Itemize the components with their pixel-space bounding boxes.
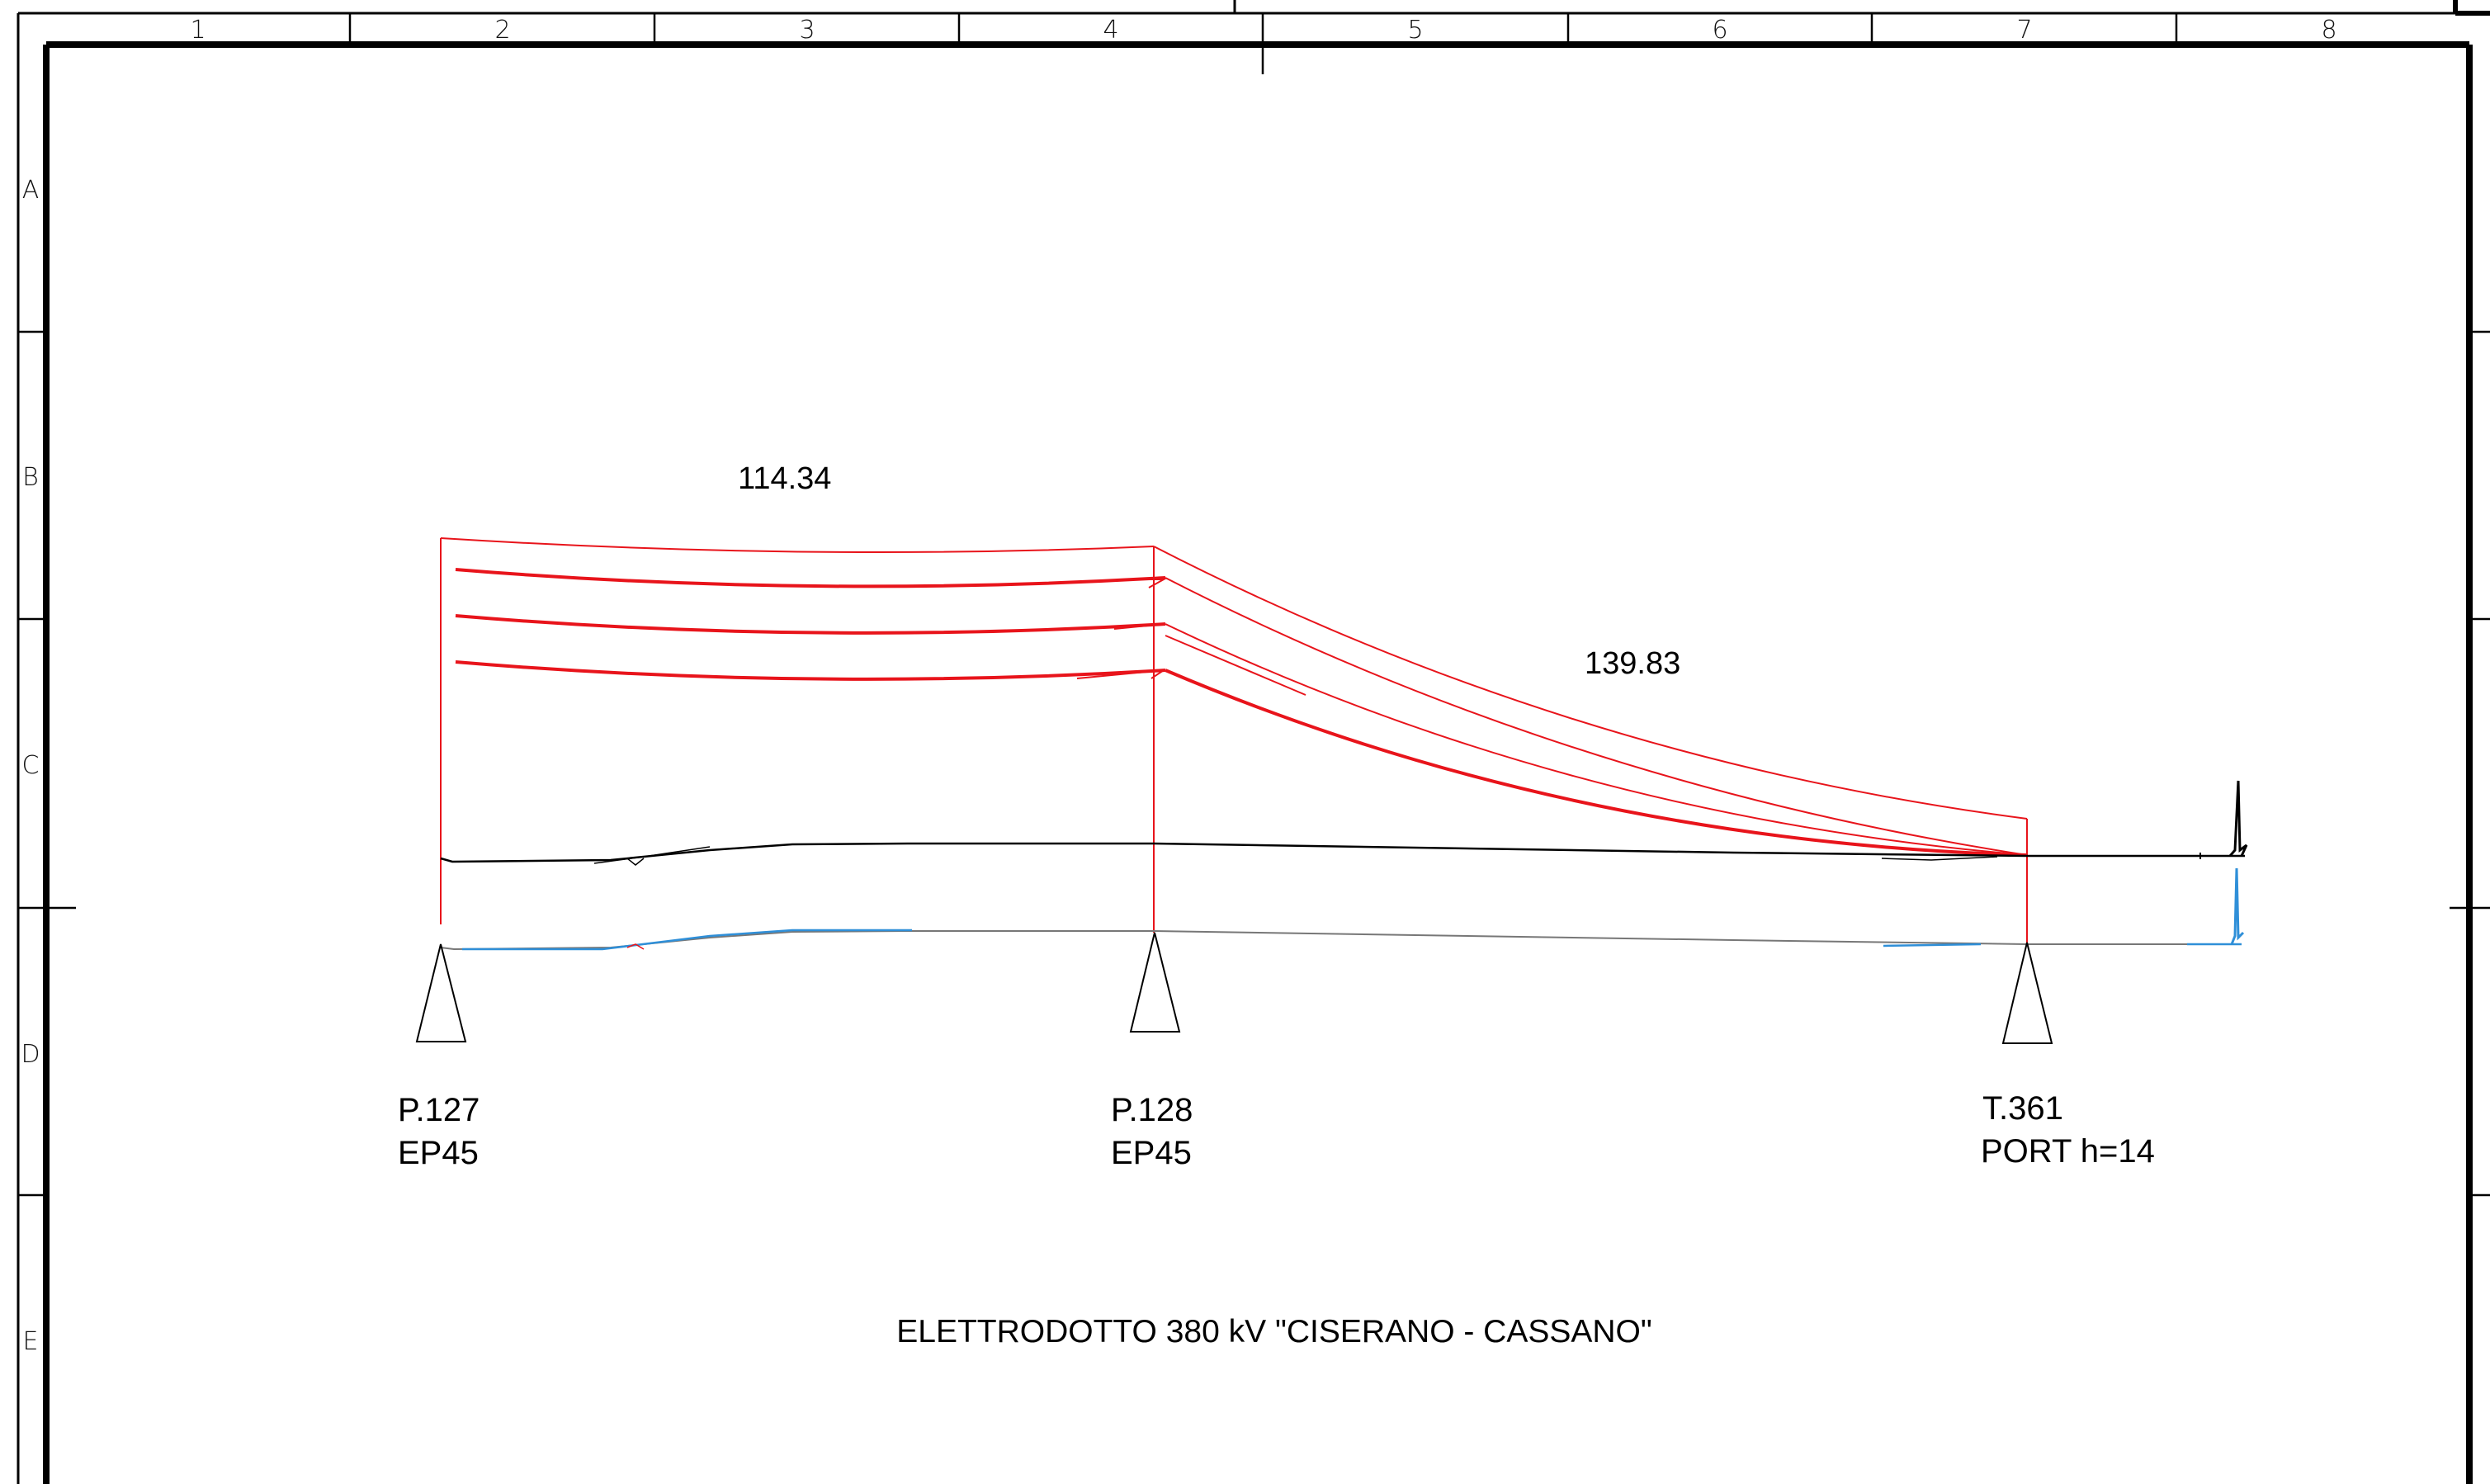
support-id: T.361 [1982, 1090, 2063, 1127]
span-length-label: 139.83 [1585, 646, 1680, 681]
conductor-span2-phase3 [1165, 669, 2028, 857]
ground-profile [440, 780, 2248, 866]
terrain-line-blue-spike [2230, 867, 2245, 945]
support-triangle-p128 [1129, 932, 1181, 1033]
span-length-label: 114.34 [738, 461, 831, 496]
support-type: EP45 [1111, 1135, 1192, 1171]
support-id: P.127 [398, 1092, 480, 1128]
column-label: 7 [2016, 16, 2032, 45]
conductor-span1-phase1 [455, 568, 1166, 588]
terrain-line-grey [440, 930, 2242, 951]
conductor-envelope-span1 [440, 537, 1155, 554]
support-triangle-p127 [415, 943, 467, 1042]
row-label: A [22, 176, 40, 205]
conductor-span2-stub [1165, 635, 1306, 696]
support-type: PORT h=14 [1981, 1133, 2155, 1170]
column-label: 6 [1712, 16, 1727, 45]
row-label: C [22, 751, 40, 780]
conductor-span2-phase1 [1165, 577, 2028, 856]
conductor-envelope-span2 [1153, 546, 2028, 820]
column-label: 4 [1103, 16, 1118, 45]
drawing-frame: 1 2 3 4 5 6 7 8 A B C D E [17, 0, 2490, 1484]
terrain-line [440, 867, 2245, 951]
column-labels: 1 2 3 4 5 6 7 8 [190, 16, 2336, 45]
row-labels: A B C D E [21, 176, 40, 1356]
conductor-lines [440, 537, 2028, 943]
row-label: B [22, 463, 39, 492]
column-label: 3 [799, 16, 815, 45]
ground-profile-end-spike [2228, 780, 2248, 857]
column-label: 8 [2321, 16, 2336, 45]
row-separators [18, 330, 2490, 1197]
support-symbols [415, 932, 2053, 1044]
row-label: D [21, 1040, 40, 1069]
conductor-span1-phase2 [455, 614, 1166, 635]
column-separators [348, 13, 2178, 74]
support-label-t361: T.361 PORT h=14 [1981, 1090, 2155, 1170]
ground-profile-detail [593, 846, 1998, 866]
row-label: E [23, 1327, 39, 1356]
conductor-span1-phase3 [455, 660, 1166, 681]
support-id: P.128 [1111, 1092, 1193, 1128]
support-triangle-t361 [2001, 942, 2053, 1044]
column-label: 5 [1407, 16, 1423, 45]
terrain-line-blue-left [462, 929, 912, 951]
terrain-detail-red [626, 943, 645, 950]
support-type: EP45 [398, 1135, 479, 1171]
drawing-title: ELETTRODOTTO 380 kV "CISERANO - CASSANO" [896, 1314, 1652, 1349]
conductor-span2-phase2 [1165, 623, 2028, 856]
ground-profile-line [440, 842, 2245, 863]
column-label: 2 [494, 16, 510, 45]
column-label: 1 [190, 16, 206, 45]
support-label-p128: P.128 EP45 [1111, 1092, 1193, 1171]
support-label-p127: P.127 EP45 [398, 1092, 480, 1171]
